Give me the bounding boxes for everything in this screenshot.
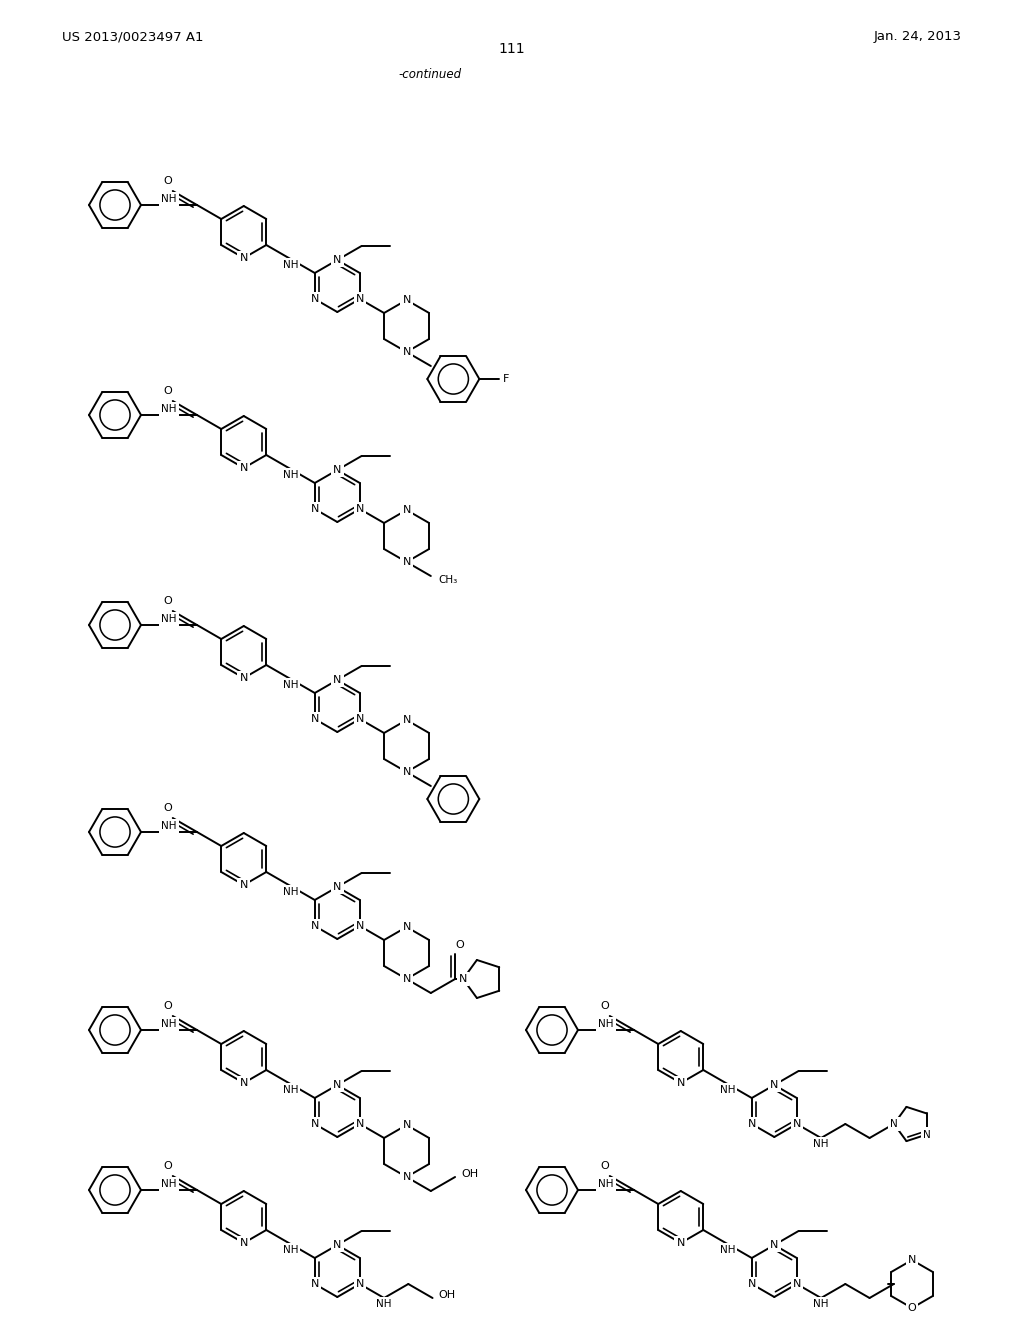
Text: N: N (748, 1119, 756, 1129)
Text: NH: NH (598, 1019, 613, 1030)
Text: NH: NH (161, 821, 177, 832)
Text: N: N (310, 294, 318, 304)
Text: N: N (459, 974, 467, 983)
Text: N: N (240, 1078, 248, 1088)
Text: N: N (310, 1279, 318, 1290)
Text: NH: NH (376, 1299, 392, 1309)
Text: N: N (310, 504, 318, 513)
Text: NH: NH (161, 1019, 177, 1030)
Text: N: N (355, 504, 364, 513)
Text: NH: NH (720, 1245, 735, 1255)
Text: N: N (402, 506, 411, 515)
Text: N: N (402, 294, 411, 305)
Text: N: N (402, 715, 411, 725)
Text: N: N (402, 767, 411, 777)
Text: NH: NH (283, 887, 298, 898)
Text: N: N (355, 294, 364, 304)
Text: O: O (164, 176, 172, 186)
Text: N: N (333, 1080, 341, 1090)
Text: N: N (240, 1238, 248, 1247)
Text: NH: NH (283, 1245, 298, 1255)
Text: N: N (310, 714, 318, 723)
Text: O: O (164, 803, 172, 813)
Text: -continued: -continued (398, 69, 462, 81)
Text: N: N (402, 557, 411, 568)
Text: NH: NH (161, 614, 177, 624)
Text: O: O (164, 1001, 172, 1011)
Text: O: O (600, 1001, 609, 1011)
Text: 111: 111 (499, 42, 525, 55)
Text: N: N (240, 880, 248, 890)
Text: N: N (240, 673, 248, 682)
Text: N: N (355, 714, 364, 723)
Text: N: N (402, 921, 411, 932)
Text: N: N (770, 1080, 778, 1090)
Text: O: O (164, 385, 172, 396)
Text: N: N (240, 253, 248, 263)
Text: NH: NH (283, 470, 298, 480)
Text: US 2013/0023497 A1: US 2013/0023497 A1 (62, 30, 204, 44)
Text: N: N (333, 465, 341, 475)
Text: N: N (355, 1119, 364, 1129)
Text: N: N (333, 882, 341, 892)
Text: NH: NH (283, 1085, 298, 1096)
Text: N: N (402, 1119, 411, 1130)
Text: NH: NH (283, 680, 298, 690)
Text: O: O (456, 940, 465, 950)
Text: N: N (770, 1239, 778, 1250)
Text: O: O (907, 1303, 916, 1313)
Text: OH: OH (438, 1290, 456, 1300)
Text: NH: NH (161, 1179, 177, 1189)
Text: NH: NH (813, 1299, 828, 1309)
Text: N: N (748, 1279, 756, 1290)
Text: N: N (310, 921, 318, 931)
Text: F: F (503, 374, 510, 384)
Text: N: N (333, 675, 341, 685)
Text: N: N (890, 1119, 898, 1129)
Text: OH: OH (461, 1170, 478, 1179)
Text: CH₃: CH₃ (439, 576, 458, 585)
Text: N: N (402, 974, 411, 983)
Text: O: O (600, 1162, 609, 1171)
Text: NH: NH (720, 1085, 735, 1096)
Text: N: N (333, 1239, 341, 1250)
Text: NH: NH (813, 1139, 828, 1148)
Text: NH: NH (598, 1179, 613, 1189)
Text: N: N (310, 1119, 318, 1129)
Text: N: N (333, 255, 341, 265)
Text: N: N (402, 1172, 411, 1181)
Text: N: N (923, 1130, 931, 1139)
Text: O: O (164, 1162, 172, 1171)
Text: N: N (793, 1279, 801, 1290)
Text: N: N (677, 1078, 685, 1088)
Text: NH: NH (161, 194, 177, 205)
Text: N: N (240, 463, 248, 473)
Text: Jan. 24, 2013: Jan. 24, 2013 (874, 30, 962, 44)
Text: NH: NH (283, 260, 298, 271)
Text: N: N (677, 1238, 685, 1247)
Text: N: N (355, 1279, 364, 1290)
Text: N: N (793, 1119, 801, 1129)
Text: N: N (355, 921, 364, 931)
Text: O: O (164, 597, 172, 606)
Text: N: N (908, 1255, 916, 1265)
Text: NH: NH (161, 404, 177, 414)
Text: N: N (402, 347, 411, 356)
